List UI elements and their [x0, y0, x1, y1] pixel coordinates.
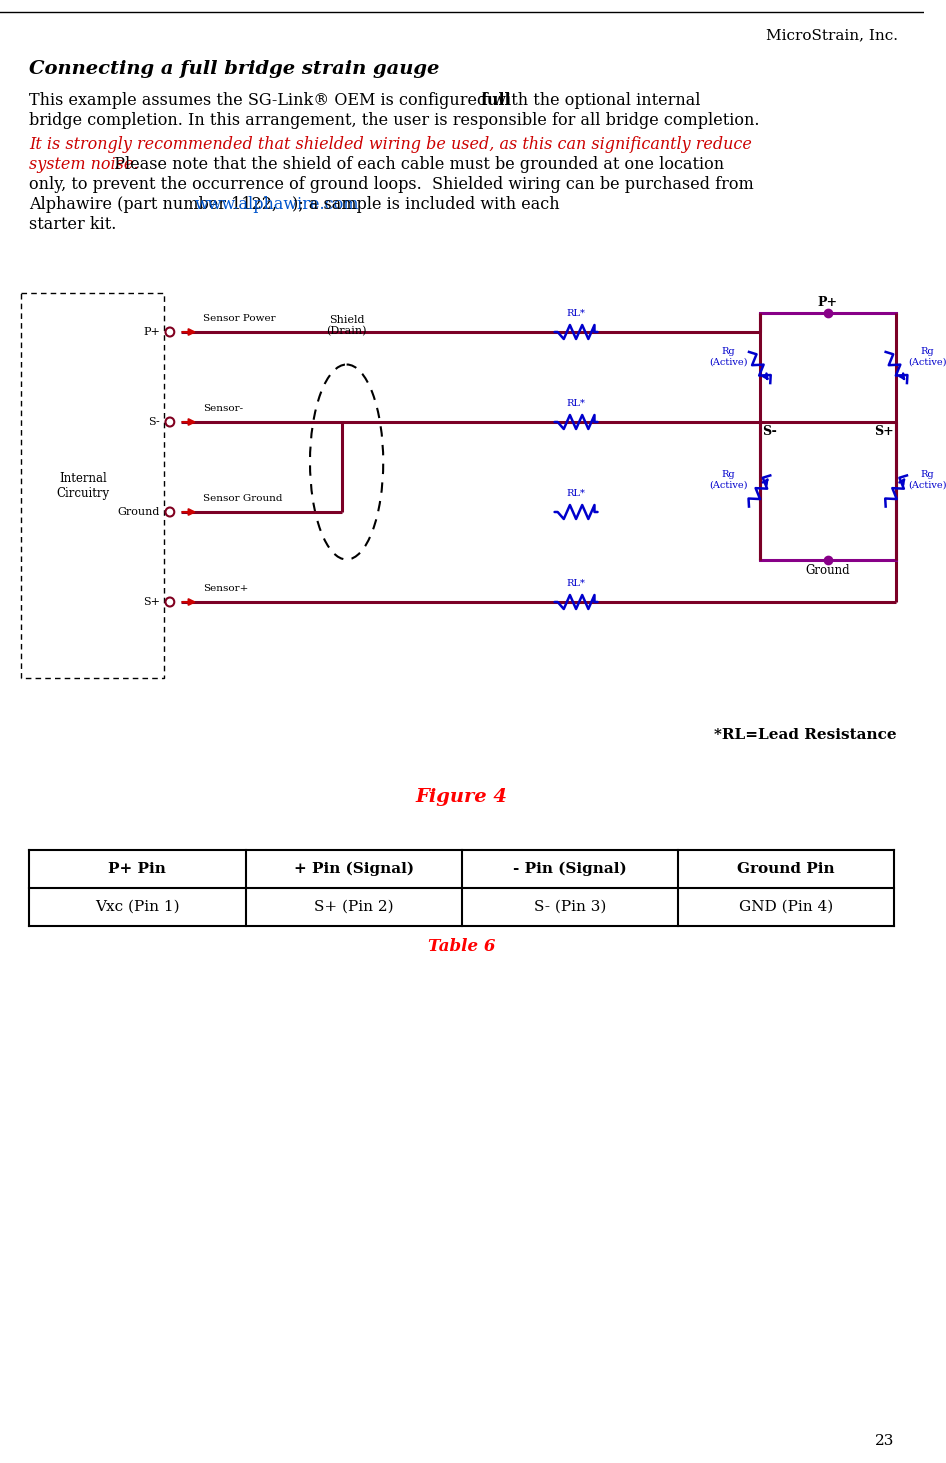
- Text: Ground Pin: Ground Pin: [738, 862, 835, 876]
- Text: Rg: Rg: [920, 470, 935, 478]
- Text: Connecting a full bridge strain gauge: Connecting a full bridge strain gauge: [29, 60, 440, 78]
- Text: + Pin (Signal): + Pin (Signal): [293, 862, 413, 876]
- Text: Figure 4: Figure 4: [416, 789, 508, 806]
- Text: Rg: Rg: [722, 470, 735, 478]
- Text: (Active): (Active): [908, 357, 946, 367]
- Text: Rg: Rg: [920, 347, 935, 356]
- Text: 23: 23: [875, 1434, 894, 1448]
- Text: Internal
Circuitry: Internal Circuitry: [57, 471, 110, 499]
- Text: (Active): (Active): [908, 481, 946, 490]
- Text: Please note that the shield of each cable must be grounded at one location: Please note that the shield of each cabl…: [103, 157, 724, 173]
- Text: S+: S+: [143, 597, 160, 607]
- Text: *RL=Lead Resistance: *RL=Lead Resistance: [713, 729, 896, 742]
- Text: Sensor+: Sensor+: [203, 584, 249, 593]
- Text: MicroStrain, Inc.: MicroStrain, Inc.: [766, 28, 899, 42]
- Text: Shield
(Drain): Shield (Drain): [326, 315, 367, 336]
- Text: P+: P+: [143, 328, 160, 336]
- Text: P+ Pin: P+ Pin: [109, 862, 166, 876]
- Text: bridge completion. In this arrangement, the user is responsible for all bridge c: bridge completion. In this arrangement, …: [29, 113, 760, 129]
- Text: www.alphawire.com: www.alphawire.com: [195, 196, 359, 214]
- Text: full: full: [481, 92, 511, 110]
- Text: Sensor Ground: Sensor Ground: [203, 494, 283, 503]
- Text: Alphawire (part number 1122,: Alphawire (part number 1122,: [29, 196, 283, 214]
- Text: Table 6: Table 6: [429, 938, 496, 955]
- Text: S+ (Pin 2): S+ (Pin 2): [314, 900, 394, 914]
- Text: starter kit.: starter kit.: [29, 217, 116, 233]
- Text: RL*: RL*: [567, 489, 586, 497]
- Text: Sensor Power: Sensor Power: [203, 315, 275, 323]
- Text: GND (Pin 4): GND (Pin 4): [739, 900, 833, 914]
- Text: - Pin (Signal): - Pin (Signal): [513, 862, 627, 876]
- Text: RL*: RL*: [567, 309, 586, 317]
- Text: S-: S-: [762, 424, 778, 437]
- Text: Ground: Ground: [117, 508, 160, 516]
- Text: Rg: Rg: [722, 347, 735, 356]
- Text: S+: S+: [874, 424, 893, 437]
- Text: P+: P+: [818, 296, 838, 309]
- Text: S- (Pin 3): S- (Pin 3): [534, 900, 606, 914]
- Text: system noise.: system noise.: [29, 157, 139, 173]
- Text: Sensor-: Sensor-: [203, 404, 243, 413]
- Text: RL*: RL*: [567, 399, 586, 408]
- Text: (Active): (Active): [710, 481, 747, 490]
- Text: RL*: RL*: [567, 579, 586, 588]
- Bar: [22, 293, 164, 677]
- Text: ); a sample is included with each: ); a sample is included with each: [292, 196, 560, 214]
- Text: It is strongly recommended that shielded wiring be used, as this can significant: It is strongly recommended that shielded…: [29, 136, 752, 154]
- Text: S-: S-: [149, 417, 160, 427]
- Text: This example assumes the SG-Link® OEM is configured with the optional internal: This example assumes the SG-Link® OEM is…: [29, 92, 706, 110]
- Text: Ground: Ground: [806, 565, 850, 576]
- Text: (Active): (Active): [710, 357, 747, 367]
- Text: only, to prevent the occurrence of ground loops.  Shielded wiring can be purchas: only, to prevent the occurrence of groun…: [29, 176, 754, 193]
- Text: Vxc (Pin 1): Vxc (Pin 1): [96, 900, 180, 914]
